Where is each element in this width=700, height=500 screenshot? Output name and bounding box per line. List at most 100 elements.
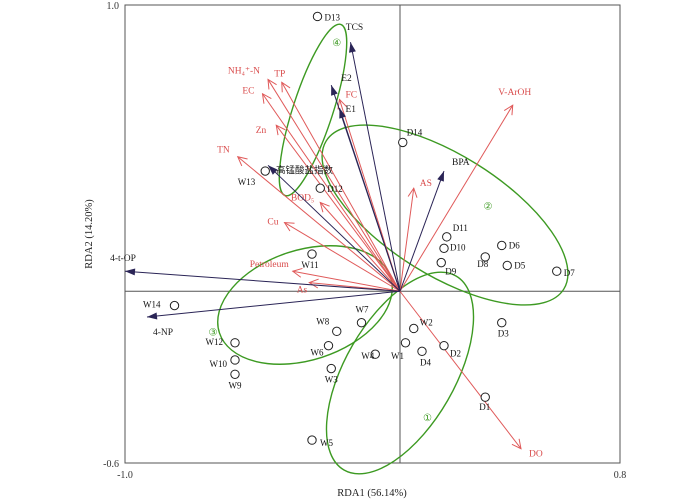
env-vector-petroleum: Petroleum (250, 260, 401, 292)
env-vector-label: As (297, 286, 308, 296)
arrow-head (319, 201, 330, 213)
site-label: D6 (509, 240, 520, 250)
env-vector-label: TP (274, 69, 285, 79)
pollutant-vector-label: E2 (341, 74, 352, 84)
site-label: W8 (316, 316, 329, 326)
site-marker (230, 369, 240, 379)
env-vector-label: AS (420, 179, 432, 189)
site-marker (497, 240, 507, 251)
env-vector-label: V-ArOH (498, 88, 531, 98)
x-tick-label: 0.8 (614, 470, 627, 481)
site-marker (398, 137, 408, 148)
pollutant-vector-bpa: BPA (399, 158, 470, 292)
site-label: W9 (229, 380, 242, 390)
pollutant-vectors: TCS E2 E1 BPA 4-t-OP 4-NP 高锰酸盐指数 (110, 23, 470, 338)
site-w13: W13 (238, 166, 270, 187)
site-label: W4 (361, 351, 374, 361)
site-marker (480, 392, 490, 402)
env-vector-label: EC (242, 87, 254, 97)
env-vector-line (284, 222, 401, 292)
x-tick-label: -1.0 (117, 470, 133, 481)
pollutant-vector-line (267, 164, 401, 292)
env-vector-do: DO (399, 290, 543, 460)
site-label: W7 (356, 305, 369, 315)
env-vector-label: Petroleum (250, 260, 290, 270)
pollutant-vector-line (339, 107, 401, 292)
site-marker (417, 346, 427, 357)
pollutant-vector-label: TCS (346, 23, 363, 33)
site-marker (552, 266, 562, 276)
group-outlines: ① ② ③ ④ (209, 23, 569, 475)
pollutant-vector-4-np: 4-NP (146, 290, 401, 338)
site-label: D8 (477, 259, 488, 269)
site-marker (480, 252, 490, 262)
pollutant-vector-line (399, 170, 445, 292)
site-label: W12 (206, 337, 224, 347)
site-w1: W1 (391, 338, 411, 361)
group-outline (321, 124, 569, 306)
env-vector-label: TN (217, 146, 230, 156)
site-marker (323, 340, 334, 351)
site-marker (439, 243, 449, 254)
site-marker (400, 338, 411, 348)
site-marker (312, 11, 323, 22)
site-label: D5 (514, 260, 525, 270)
site-w5: W5 (307, 435, 333, 448)
site-label: D11 (453, 223, 468, 233)
site-d11: D11 (442, 223, 468, 242)
env-vector-label: Cu (267, 218, 278, 228)
env-vector-line (319, 202, 401, 292)
site-marker (260, 166, 270, 176)
group-label: ① (423, 413, 432, 424)
arrow-head (308, 278, 319, 289)
site-label: D3 (498, 329, 509, 339)
arrow-head (275, 124, 286, 136)
env-vector-label: NH₄⁺-N (228, 66, 260, 76)
env-vector-line (267, 79, 401, 292)
site-d3: D3 (497, 318, 509, 339)
env-vector-ec: EC (242, 87, 401, 292)
site-d9: D9 (436, 257, 457, 277)
arrow-head (281, 81, 291, 93)
site-d5: D5 (502, 260, 526, 271)
arrow-head (125, 268, 136, 276)
arrow-head (503, 104, 514, 116)
site-marker (307, 249, 317, 259)
env-vector-zn: Zn (256, 124, 401, 292)
env-vector-line (275, 124, 401, 292)
site-w14: W14 (143, 300, 180, 311)
site-label: W6 (311, 348, 324, 358)
group-outline (325, 271, 475, 475)
site-marker (497, 318, 507, 328)
pollutant-vector-e1: E1 (339, 105, 401, 292)
site-d13: D13 (312, 11, 340, 22)
site-label: D1 (479, 402, 490, 412)
site-w3: W3 (325, 363, 338, 385)
sampling-sites: D13 D14 D12 W13 D11 D10 D9 D8 D6 D5 D7 W11 W14 W7 W8 W1… (143, 11, 575, 448)
arrow-head (291, 267, 303, 278)
site-d12: D12 (315, 183, 343, 194)
plot-frame (124, 4, 621, 464)
pollutant-vector-label: 4-NP (153, 328, 173, 338)
site-w12: W12 (206, 337, 240, 348)
site-w4: W4 (361, 349, 380, 361)
site-marker (230, 355, 240, 365)
env-vector-tn: TN (217, 146, 401, 292)
site-d4: D4 (417, 346, 431, 367)
env-vector-cu: Cu (267, 218, 401, 292)
site-marker (315, 183, 325, 193)
arrow-head (267, 78, 277, 90)
env-vector-label: Zn (256, 126, 267, 136)
env-vector-line (292, 270, 401, 292)
pollutant-vector-line (146, 290, 401, 318)
site-marker (409, 323, 419, 334)
site-marker (332, 326, 342, 337)
axis-ticks: -1.0 0.8 1.0 -0.6 (103, 1, 626, 481)
x-axis-label: RDA1 (56.14%) (337, 488, 407, 499)
site-marker (502, 260, 512, 271)
pollutant-vector-4-t-op: 4-t-OP (110, 254, 401, 292)
y-axis-label: RDA2 (14.20%) (84, 199, 95, 269)
site-w11: W11 (301, 249, 319, 270)
env-vector-nh4-n: NH₄⁺-N (228, 66, 401, 292)
